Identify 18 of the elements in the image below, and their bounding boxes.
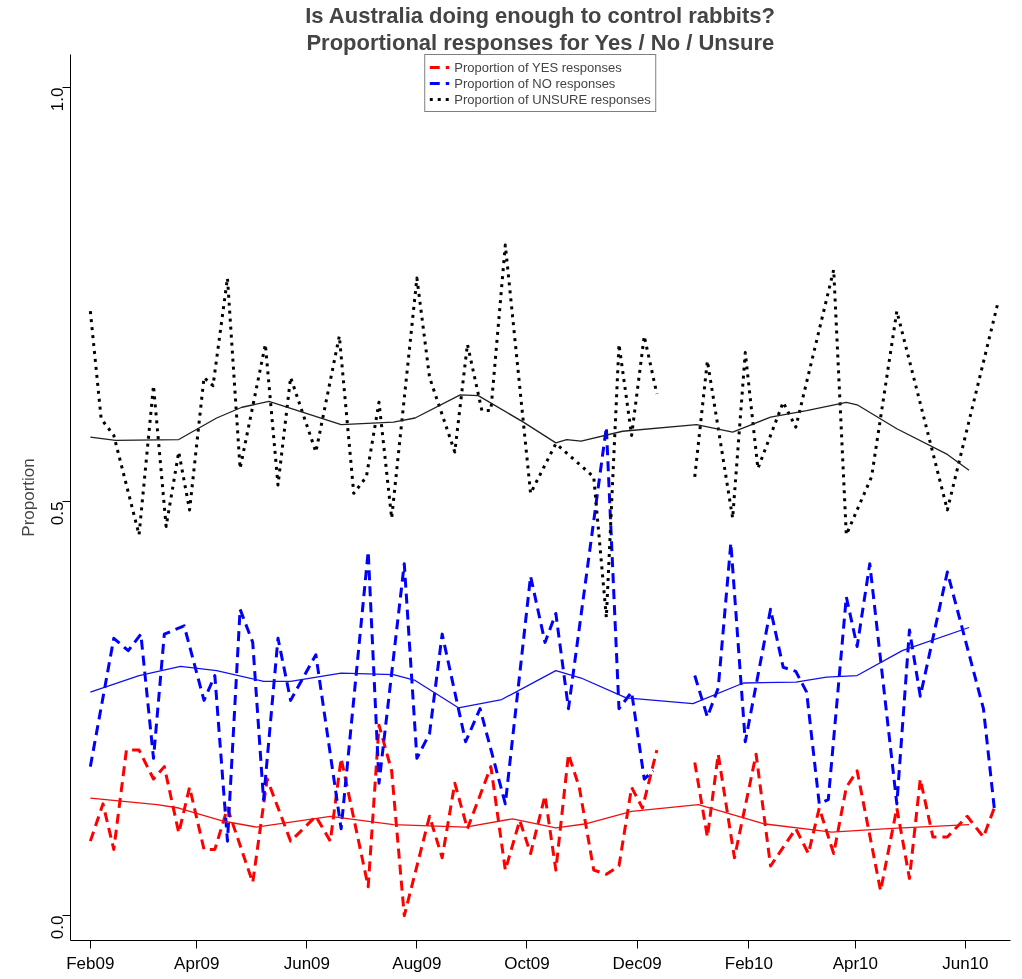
legend-label: Proportion of YES responses	[454, 59, 622, 75]
x-tick-label: Apr10	[832, 953, 879, 973]
chart-subtitle: Proportional responses for Yes / No / Unsure	[306, 29, 775, 55]
x-tick-label: Dec09	[612, 953, 662, 973]
x-tick-label: Aug09	[392, 953, 442, 973]
x-tick-label: Feb10	[724, 953, 773, 973]
y-tick-label: 0.5	[48, 501, 68, 526]
legend-label: Proportion of NO responses	[454, 75, 616, 91]
x-tick-label: Jun09	[283, 953, 331, 973]
x-tick-label: Oct09	[504, 953, 550, 973]
legend-label: Proportion of UNSURE responses	[454, 91, 651, 107]
x-tick-label: Feb09	[66, 953, 115, 973]
y-tick-label: 1.0	[48, 87, 68, 112]
y-axis-title: Proportion	[18, 458, 38, 537]
y-tick-label: 0.0	[48, 915, 68, 940]
x-tick-label: Jun10	[942, 953, 989, 973]
x-tick-label: Apr09	[174, 953, 220, 973]
chart-title: Is Australia doing enough to control rabbits?	[305, 2, 775, 28]
